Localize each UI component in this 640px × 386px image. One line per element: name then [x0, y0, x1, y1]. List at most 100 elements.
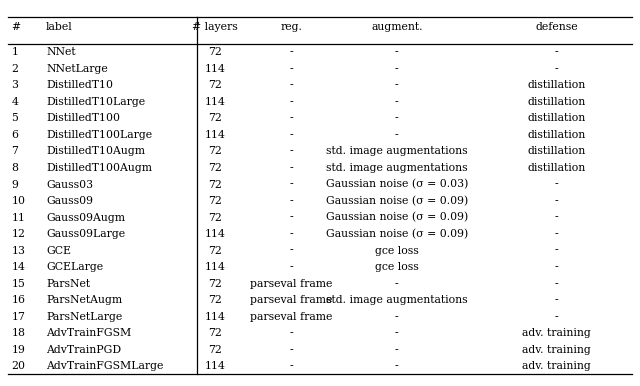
Text: label: label — [46, 22, 73, 32]
Text: -: - — [289, 163, 293, 173]
Text: -: - — [289, 361, 293, 371]
Text: GCE: GCE — [46, 245, 71, 256]
Text: DistilledT10Augm: DistilledT10Augm — [46, 146, 145, 156]
Text: 114: 114 — [205, 64, 225, 74]
Text: augment.: augment. — [371, 22, 422, 32]
Text: -: - — [395, 328, 399, 338]
Text: -: - — [395, 97, 399, 107]
Text: NNetLarge: NNetLarge — [46, 64, 108, 74]
Text: 8: 8 — [12, 163, 19, 173]
Text: AdvTrainFGSMLarge: AdvTrainFGSMLarge — [46, 361, 163, 371]
Text: 4: 4 — [12, 97, 19, 107]
Text: 3: 3 — [12, 80, 19, 90]
Text: 7: 7 — [12, 146, 19, 156]
Text: -: - — [289, 179, 293, 190]
Text: -: - — [555, 279, 559, 289]
Text: -: - — [289, 245, 293, 256]
Text: -: - — [289, 213, 293, 223]
Text: DistilledT10: DistilledT10 — [46, 80, 113, 90]
Text: DistilledT10Large: DistilledT10Large — [46, 97, 145, 107]
Text: 10: 10 — [12, 196, 26, 206]
Text: Gauss09Large: Gauss09Large — [46, 229, 125, 239]
Text: distillation: distillation — [527, 163, 586, 173]
Text: -: - — [289, 97, 293, 107]
Text: DistilledT100Augm: DistilledT100Augm — [46, 163, 152, 173]
Text: 13: 13 — [12, 245, 26, 256]
Text: -: - — [289, 229, 293, 239]
Text: 114: 114 — [205, 262, 225, 272]
Text: -: - — [555, 213, 559, 223]
Text: gce loss: gce loss — [375, 245, 419, 256]
Text: -: - — [395, 361, 399, 371]
Text: adv. training: adv. training — [522, 361, 591, 371]
Text: -: - — [289, 64, 293, 74]
Text: 114: 114 — [205, 361, 225, 371]
Text: Gauss09Augm: Gauss09Augm — [46, 213, 125, 223]
Text: distillation: distillation — [527, 97, 586, 107]
Text: -: - — [289, 113, 293, 124]
Text: -: - — [289, 146, 293, 156]
Text: ParsNetLarge: ParsNetLarge — [46, 312, 122, 322]
Text: 5: 5 — [12, 113, 19, 124]
Text: -: - — [289, 47, 293, 58]
Text: 72: 72 — [208, 179, 222, 190]
Text: distillation: distillation — [527, 80, 586, 90]
Text: 20: 20 — [12, 361, 26, 371]
Text: 72: 72 — [208, 163, 222, 173]
Text: distillation: distillation — [527, 130, 586, 140]
Text: AdvTrainPGD: AdvTrainPGD — [46, 345, 121, 355]
Text: -: - — [395, 345, 399, 355]
Text: -: - — [289, 80, 293, 90]
Text: -: - — [555, 312, 559, 322]
Text: std. image augmentations: std. image augmentations — [326, 295, 468, 305]
Text: -: - — [555, 229, 559, 239]
Text: AdvTrainFGSM: AdvTrainFGSM — [46, 328, 131, 338]
Text: 114: 114 — [205, 97, 225, 107]
Text: 12: 12 — [12, 229, 26, 239]
Text: parseval frame: parseval frame — [250, 279, 332, 289]
Text: parseval frame: parseval frame — [250, 312, 332, 322]
Text: 11: 11 — [12, 213, 26, 223]
Text: 2: 2 — [12, 64, 19, 74]
Text: 72: 72 — [208, 80, 222, 90]
Text: ParsNetAugm: ParsNetAugm — [46, 295, 122, 305]
Text: 72: 72 — [208, 279, 222, 289]
Text: -: - — [555, 295, 559, 305]
Text: -: - — [395, 47, 399, 58]
Text: NNet: NNet — [46, 47, 76, 58]
Text: reg.: reg. — [280, 22, 302, 32]
Text: 6: 6 — [12, 130, 19, 140]
Text: 9: 9 — [12, 179, 19, 190]
Text: distillation: distillation — [527, 146, 586, 156]
Text: ParsNet: ParsNet — [46, 279, 90, 289]
Text: DistilledT100: DistilledT100 — [46, 113, 120, 124]
Text: GCELarge: GCELarge — [46, 262, 103, 272]
Text: Gaussian noise (σ = 0.09): Gaussian noise (σ = 0.09) — [326, 196, 468, 206]
Text: adv. training: adv. training — [522, 328, 591, 338]
Text: 72: 72 — [208, 196, 222, 206]
Text: Gauss09: Gauss09 — [46, 196, 93, 206]
Text: 18: 18 — [12, 328, 26, 338]
Text: -: - — [555, 64, 559, 74]
Text: # layers: # layers — [192, 22, 238, 32]
Text: Gaussian noise (σ = 0.03): Gaussian noise (σ = 0.03) — [326, 179, 468, 190]
Text: -: - — [395, 130, 399, 140]
Text: 114: 114 — [205, 312, 225, 322]
Text: -: - — [555, 179, 559, 190]
Text: -: - — [289, 345, 293, 355]
Text: gce loss: gce loss — [375, 262, 419, 272]
Text: 72: 72 — [208, 113, 222, 124]
Text: DistilledT100Large: DistilledT100Large — [46, 130, 152, 140]
Text: defense: defense — [536, 22, 578, 32]
Text: 72: 72 — [208, 295, 222, 305]
Text: 15: 15 — [12, 279, 26, 289]
Text: -: - — [289, 196, 293, 206]
Text: -: - — [555, 47, 559, 58]
Text: -: - — [395, 80, 399, 90]
Text: 72: 72 — [208, 328, 222, 338]
Text: 19: 19 — [12, 345, 26, 355]
Text: -: - — [395, 312, 399, 322]
Text: -: - — [555, 262, 559, 272]
Text: 72: 72 — [208, 213, 222, 223]
Text: -: - — [555, 196, 559, 206]
